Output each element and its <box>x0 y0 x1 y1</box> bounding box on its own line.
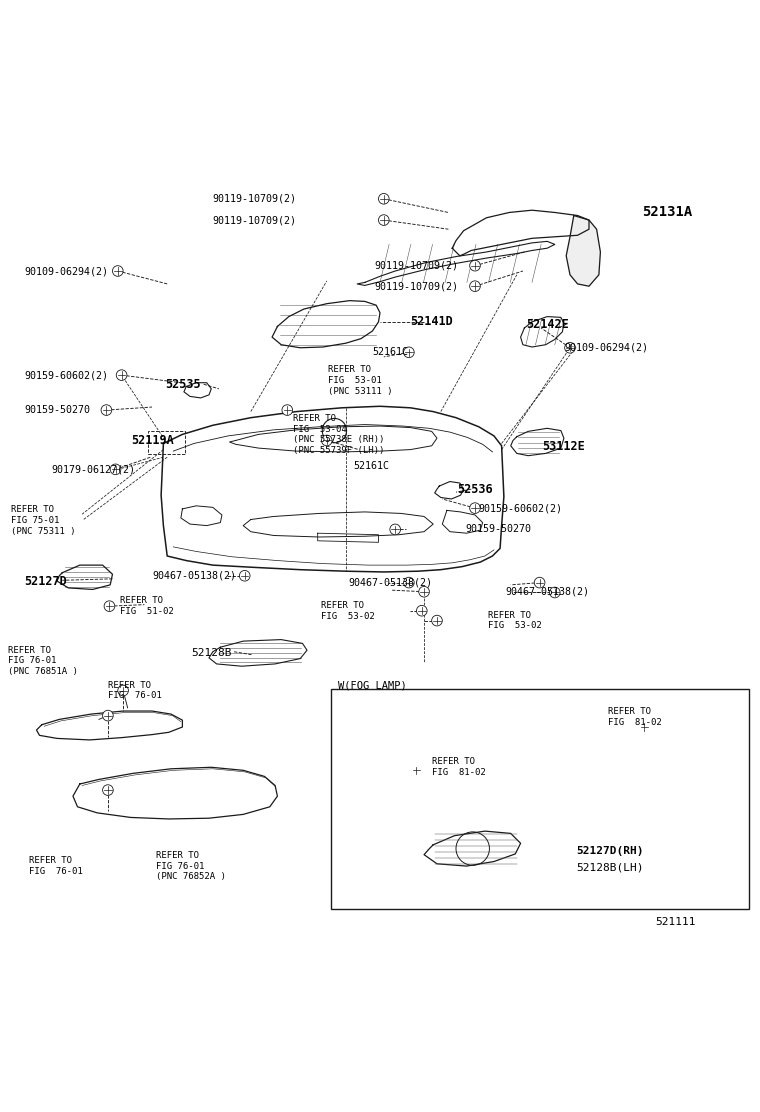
Polygon shape <box>566 216 600 286</box>
Circle shape <box>282 405 293 416</box>
Circle shape <box>416 605 427 616</box>
Text: W(FOG LAMP): W(FOG LAMP) <box>338 681 407 691</box>
Text: REFER TO
FIG  51-02: REFER TO FIG 51-02 <box>120 596 174 616</box>
Bar <box>331 689 749 910</box>
Text: REFER TO
FIG  53-04
(PNC 55738E (RH))
(PNC 55739F (LH)): REFER TO FIG 53-04 (PNC 55738E (RH)) (PN… <box>293 414 384 455</box>
Circle shape <box>565 342 575 354</box>
Text: 90109-06294(2): 90109-06294(2) <box>24 266 109 276</box>
Circle shape <box>404 347 414 358</box>
Circle shape <box>378 193 389 205</box>
Text: 90159-50270: 90159-50270 <box>465 525 531 535</box>
Text: 90467-05138(2): 90467-05138(2) <box>348 577 432 587</box>
Circle shape <box>411 765 422 776</box>
Circle shape <box>549 587 560 598</box>
Text: 52161C: 52161C <box>353 461 389 471</box>
Circle shape <box>470 281 480 291</box>
Text: 52127D(RH): 52127D(RH) <box>576 846 644 856</box>
Text: 52131A: 52131A <box>642 206 692 219</box>
Circle shape <box>378 215 389 226</box>
Text: 52127D: 52127D <box>24 575 67 587</box>
Circle shape <box>534 577 545 588</box>
Text: 90159-50270: 90159-50270 <box>24 405 90 415</box>
Text: 52119A: 52119A <box>131 434 173 447</box>
Text: 53112E: 53112E <box>543 440 585 453</box>
Text: 52128B(LH): 52128B(LH) <box>576 863 644 873</box>
Text: REFER TO
FIG  76-01: REFER TO FIG 76-01 <box>108 681 162 701</box>
Text: REFER TO
FIG  81-02: REFER TO FIG 81-02 <box>432 757 486 777</box>
Text: 90109-06294(2): 90109-06294(2) <box>564 342 648 353</box>
Circle shape <box>470 260 480 271</box>
Circle shape <box>470 503 480 514</box>
Text: REFER TO
FIG  53-02: REFER TO FIG 53-02 <box>488 610 542 631</box>
Text: 52142E: 52142E <box>526 318 568 330</box>
Text: 90119-10709(2): 90119-10709(2) <box>374 260 458 270</box>
Text: REFER TO
FIG 76-01
(PNC 76851A ): REFER TO FIG 76-01 (PNC 76851A ) <box>8 646 78 676</box>
Text: 52128B: 52128B <box>192 647 232 657</box>
Text: 90467-05138(2): 90467-05138(2) <box>505 587 590 597</box>
Text: 90119-10709(2): 90119-10709(2) <box>213 215 297 225</box>
Text: 52535: 52535 <box>166 378 201 390</box>
Text: REFER TO
FIG 76-01
(PNC 76852A ): REFER TO FIG 76-01 (PNC 76852A ) <box>156 851 226 882</box>
Circle shape <box>110 464 121 475</box>
Text: 90119-10709(2): 90119-10709(2) <box>374 281 458 291</box>
Circle shape <box>104 600 115 612</box>
Circle shape <box>112 266 123 276</box>
Circle shape <box>118 685 128 696</box>
Circle shape <box>101 405 112 416</box>
Text: 90467-05138(2): 90467-05138(2) <box>152 570 236 580</box>
Circle shape <box>639 722 650 733</box>
Circle shape <box>419 586 429 597</box>
Circle shape <box>321 435 332 446</box>
Text: REFER TO
FIG  81-02: REFER TO FIG 81-02 <box>608 707 662 727</box>
Text: 90119-10709(2): 90119-10709(2) <box>213 193 297 203</box>
Circle shape <box>404 577 414 588</box>
Text: 52161C: 52161C <box>372 347 408 357</box>
Text: 521111: 521111 <box>655 917 695 927</box>
Text: REFER TO
FIG  76-01: REFER TO FIG 76-01 <box>29 856 83 876</box>
Circle shape <box>390 524 401 535</box>
Circle shape <box>239 570 250 582</box>
Circle shape <box>103 785 113 795</box>
Text: 52141D: 52141D <box>410 316 453 328</box>
Text: 52536: 52536 <box>458 484 493 496</box>
Text: 90179-06127(2): 90179-06127(2) <box>52 465 136 475</box>
Text: REFER TO
FIG  53-01
(PNC 53111 ): REFER TO FIG 53-01 (PNC 53111 ) <box>328 365 393 396</box>
Circle shape <box>432 615 442 626</box>
Circle shape <box>116 370 127 380</box>
Text: REFER TO
FIG  53-02: REFER TO FIG 53-02 <box>321 600 375 620</box>
Bar <box>148 431 185 454</box>
Text: 90159-60602(2): 90159-60602(2) <box>479 503 563 513</box>
Text: 90159-60602(2): 90159-60602(2) <box>24 370 109 380</box>
Text: REFER TO
FIG 75-01
(PNC 75311 ): REFER TO FIG 75-01 (PNC 75311 ) <box>11 505 75 536</box>
Circle shape <box>103 711 113 721</box>
